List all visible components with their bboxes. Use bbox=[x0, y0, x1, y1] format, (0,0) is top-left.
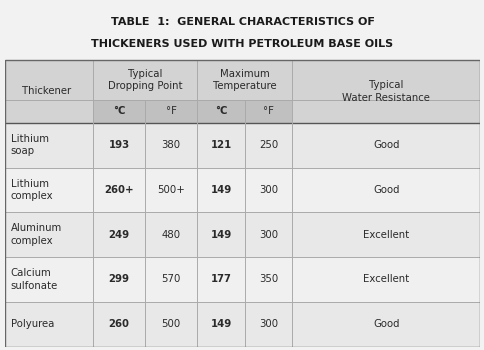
Text: 260: 260 bbox=[108, 319, 129, 329]
Text: °C: °C bbox=[214, 106, 227, 116]
Text: Maximum
Temperature: Maximum Temperature bbox=[212, 69, 276, 91]
Text: Good: Good bbox=[372, 185, 399, 195]
FancyBboxPatch shape bbox=[5, 302, 479, 346]
Text: 300: 300 bbox=[258, 319, 278, 329]
FancyBboxPatch shape bbox=[5, 168, 479, 212]
Text: Excellent: Excellent bbox=[363, 230, 408, 240]
Text: 380: 380 bbox=[161, 140, 181, 150]
FancyBboxPatch shape bbox=[92, 99, 292, 123]
Text: 121: 121 bbox=[210, 140, 231, 150]
Text: Lithium
complex: Lithium complex bbox=[11, 179, 53, 201]
FancyBboxPatch shape bbox=[292, 99, 479, 123]
Text: 500: 500 bbox=[161, 319, 181, 329]
Text: 480: 480 bbox=[161, 230, 181, 240]
FancyBboxPatch shape bbox=[5, 123, 479, 168]
Text: Aluminum
complex: Aluminum complex bbox=[11, 224, 61, 246]
Text: 193: 193 bbox=[108, 140, 129, 150]
Text: 149: 149 bbox=[210, 319, 231, 329]
FancyBboxPatch shape bbox=[5, 60, 479, 99]
Text: 177: 177 bbox=[210, 274, 231, 285]
FancyBboxPatch shape bbox=[5, 99, 92, 123]
Text: Typical
Dropping Point: Typical Dropping Point bbox=[107, 69, 182, 91]
FancyBboxPatch shape bbox=[5, 212, 479, 257]
Text: 500+: 500+ bbox=[157, 185, 185, 195]
Text: 149: 149 bbox=[210, 185, 231, 195]
Text: 149: 149 bbox=[210, 230, 231, 240]
Text: °F: °F bbox=[263, 106, 273, 116]
Text: 249: 249 bbox=[108, 230, 129, 240]
Text: 570: 570 bbox=[161, 274, 181, 285]
Text: Calcium
sulfonate: Calcium sulfonate bbox=[11, 268, 58, 290]
Text: 299: 299 bbox=[108, 274, 129, 285]
Text: 250: 250 bbox=[258, 140, 278, 150]
Text: 300: 300 bbox=[258, 185, 278, 195]
Text: Lithium
soap: Lithium soap bbox=[11, 134, 48, 156]
Text: °F: °F bbox=[166, 106, 176, 116]
Text: 260+: 260+ bbox=[104, 185, 134, 195]
Text: Polyurea: Polyurea bbox=[11, 319, 54, 329]
FancyBboxPatch shape bbox=[5, 257, 479, 302]
Text: TABLE  1:  GENERAL CHARACTERISTICS OF: TABLE 1: GENERAL CHARACTERISTICS OF bbox=[110, 16, 374, 27]
Text: Good: Good bbox=[372, 140, 399, 150]
FancyBboxPatch shape bbox=[5, 4, 479, 60]
Text: Excellent: Excellent bbox=[363, 274, 408, 285]
Text: 300: 300 bbox=[258, 230, 278, 240]
Text: Typical
Water Resistance: Typical Water Resistance bbox=[342, 80, 429, 103]
Text: THICKENERS USED WITH PETROLEUM BASE OILS: THICKENERS USED WITH PETROLEUM BASE OILS bbox=[91, 39, 393, 49]
Text: °C: °C bbox=[112, 106, 125, 116]
Text: Thickener: Thickener bbox=[22, 86, 71, 97]
Text: 350: 350 bbox=[258, 274, 278, 285]
Text: Good: Good bbox=[372, 319, 399, 329]
